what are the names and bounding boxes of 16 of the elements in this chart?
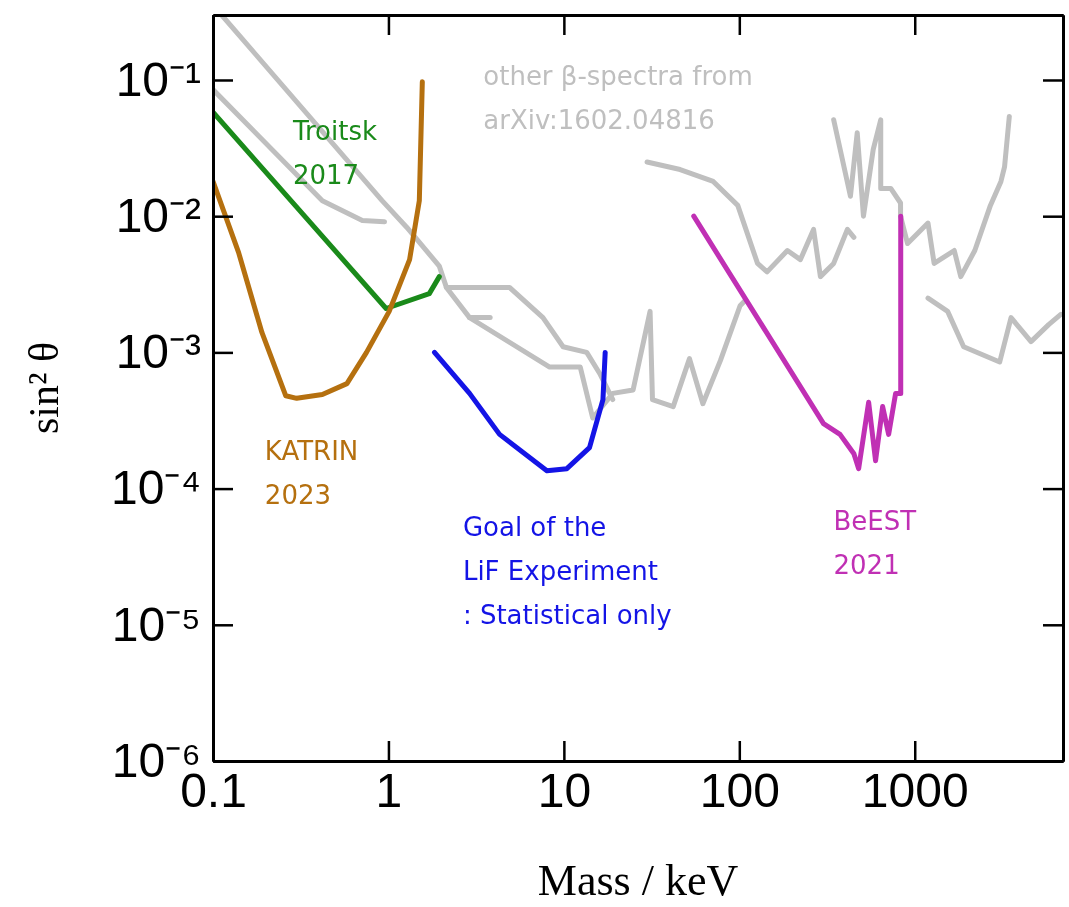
x-tick-label: 1 <box>375 764 403 818</box>
text: other β-spectra from arXiv:1602.04816 <box>483 61 753 136</box>
series-label: BeEST 2021 <box>833 505 917 580</box>
text: Goal of the LiF Experiment : Statistical only <box>462 511 672 630</box>
y-tick-label: 10⁻² <box>115 189 202 243</box>
series-label: Troitsk 2017 <box>291 116 378 191</box>
y-tick-label: 10⁻¹ <box>115 52 201 106</box>
x-tick-label: 10 <box>537 764 592 818</box>
y-tick-label: 10⁻⁴ <box>110 461 201 515</box>
series-label: KATRIN 2023 <box>264 436 359 511</box>
x-tick-label: 100 <box>699 764 780 818</box>
y-tick-label: 10⁻⁵ <box>111 597 201 651</box>
y-axis-title: sin² θ <box>21 341 67 435</box>
y-tick-label: 10⁻³ <box>115 325 202 379</box>
x-axis-title: Mass / keV <box>537 856 739 905</box>
x-tick-label: 1000 <box>861 764 969 818</box>
